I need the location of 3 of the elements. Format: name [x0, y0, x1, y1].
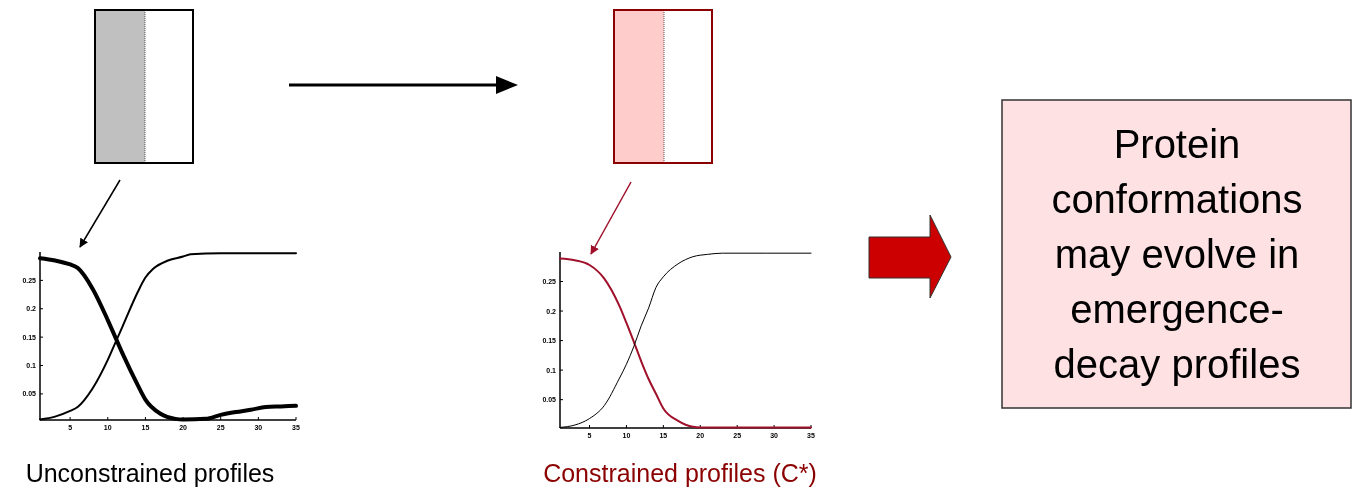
x-axis-title: Unconstrained profiles [25, 459, 275, 487]
x-axis-title: Constrained profiles (C*) [543, 459, 817, 487]
text: Protein conformations may evolve in emergence-decay profiles [1051, 122, 1303, 386]
